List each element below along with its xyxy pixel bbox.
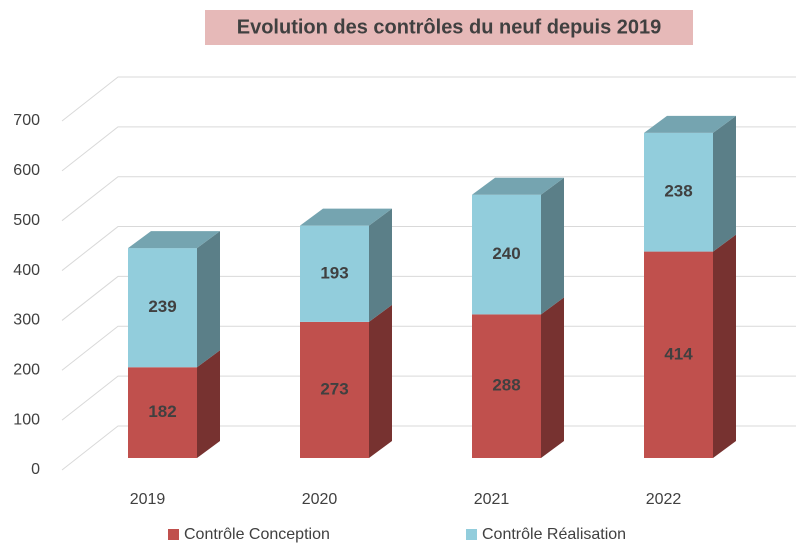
value-label: 240 [492,244,520,263]
y-tick-label: 700 [13,112,40,129]
grid-line [61,176,796,222]
value-label: 182 [148,402,176,421]
y-tick-label: 300 [13,312,40,329]
y-tick-label: 100 [13,411,40,428]
grid-line [61,76,796,122]
y-tick-label: 600 [13,162,40,179]
bar-top [128,231,220,249]
value-label: 414 [664,344,693,363]
bar-segment [644,132,713,252]
x-tick-label: 2021 [474,491,510,508]
y-tick-label: 200 [13,361,40,378]
value-label: 239 [148,297,176,316]
chart-title: Evolution des contrôles du neuf depuis 2… [237,16,662,38]
x-tick-label: 2019 [130,491,166,508]
bar-side [541,297,564,458]
grid-line [61,375,796,421]
value-label: 273 [320,379,348,398]
legend-label: Contrôle Conception [184,526,330,543]
y-tick-label: 500 [13,212,40,229]
y-tick-label: 400 [13,262,40,279]
x-tick-label: 2020 [302,491,338,508]
grid-line [61,325,796,371]
value-label: 238 [664,182,692,201]
bar-top [472,177,564,195]
bar-top [644,115,736,133]
legend-swatch [168,529,179,540]
legend-label: Contrôle Réalisation [482,526,626,543]
bar-side [369,208,392,322]
bar-segment [472,314,541,458]
bar-segment [472,194,541,315]
bar-side [197,350,220,458]
bar-segment [644,251,713,458]
bar-segment [128,248,197,368]
bar-top [300,208,392,226]
y-tick-label: 0 [31,461,40,478]
value-label: 193 [320,263,348,282]
grid-line [61,425,796,471]
bar-side [197,231,220,368]
bar-side [369,304,392,458]
bar-segment [128,367,197,458]
bar-segment [300,321,369,458]
grid-line [61,226,796,271]
grid-line [61,275,796,321]
bar-side [713,115,736,252]
value-label: 288 [492,376,520,395]
bar-side [541,177,564,315]
grid-line [61,126,796,172]
legend-swatch [466,529,477,540]
bar-segment [300,225,369,322]
title-box [205,10,693,45]
bar-side [713,234,736,458]
x-tick-label: 2022 [646,491,682,508]
